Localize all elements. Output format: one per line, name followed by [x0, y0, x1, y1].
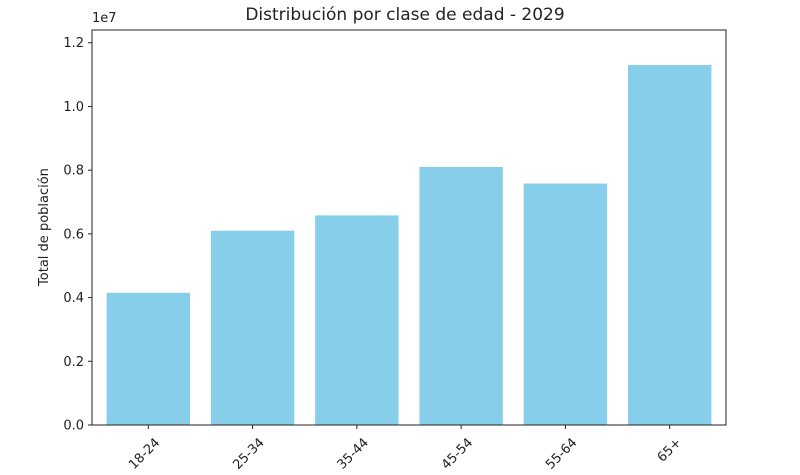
bars-group	[106, 65, 712, 426]
y-tick-label: 1.0	[63, 100, 84, 115]
x-axis-ticks: 18-24 25-34 35-44 45-54 55-64 65+	[126, 425, 685, 473]
x-tick-label: 45-54	[439, 435, 476, 472]
x-tick-label: 35-44	[335, 435, 372, 472]
y-tick-label: 0.0	[63, 419, 84, 434]
y-tick-label: 0.6	[63, 227, 84, 242]
y-axis-label: Total de población	[37, 168, 52, 287]
bar-45-54	[419, 166, 503, 425]
bar-25-34	[210, 230, 295, 425]
x-tick-label: 18-24	[126, 435, 163, 472]
bar-18-24	[106, 292, 191, 425]
x-tick-label: 55-64	[543, 435, 580, 472]
y-tick-label: 1.2	[63, 36, 84, 51]
bar-35-44	[315, 215, 399, 425]
y-tick-label: 0.2	[63, 355, 84, 370]
y-tick-label: 0.4	[63, 291, 84, 306]
chart-title: Distribución por clase de edad - 2029	[245, 5, 564, 25]
x-tick-label: 65+	[655, 435, 685, 465]
y-tick-label: 0.8	[63, 164, 84, 179]
bar-65+	[627, 65, 712, 426]
y-axis-offset-label: 1e7	[92, 11, 117, 26]
bar-55-64	[523, 183, 608, 425]
y-axis-ticks: 0.0 0.2 0.4 0.6 0.8 1.0 1.2	[63, 36, 92, 434]
plot-frame	[91, 29, 727, 426]
x-tick-label: 25-34	[230, 435, 267, 472]
